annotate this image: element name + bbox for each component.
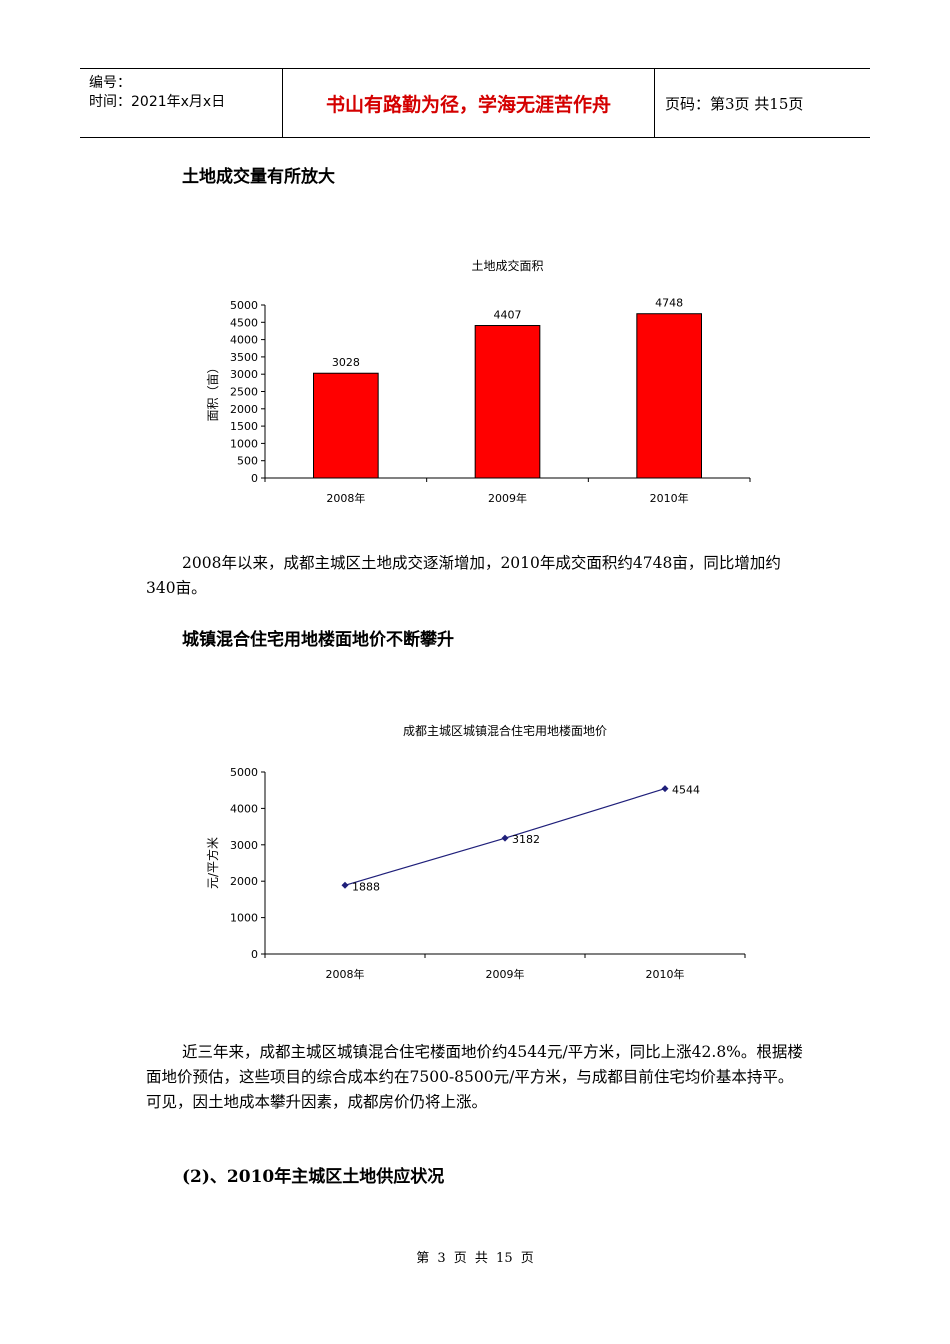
x-tick-label: 2008年 [326, 967, 365, 981]
land-area-bar-chart: 土地成交面积 0 500 1000 1500 2000 2500 3000 3500 4000 45… [205, 258, 751, 505]
paragraph-land-price-text: 近三年来，成都主城区城镇混合住宅楼面地价约4544元/平方米，同比上涨42.8%… [146, 1043, 803, 1111]
paragraph-land-volume: 2008年以来，成都主城区土地成交逐渐增加，2010年成交面积约4748亩，同比… [146, 551, 806, 601]
y-tick-label: 4000 [230, 334, 258, 347]
page-footer: 第 3 页 共 15 页 [416, 1251, 534, 1266]
paragraph-land-price: 近三年来，成都主城区城镇混合住宅楼面地价约4544元/平方米，同比上涨42.8%… [146, 1040, 806, 1115]
bar [636, 313, 703, 479]
time-label: 时间：2021年x月x日 [89, 94, 226, 110]
section-heading-land-price: 城镇混合住宅用地楼面地价不断攀升 [182, 630, 454, 650]
data-label: 4407 [494, 309, 522, 322]
y-tick-label: 1000 [230, 912, 258, 925]
y-tick-label: 0 [251, 472, 258, 485]
y-tick-label: 4000 [230, 802, 258, 815]
y-tick-label: 3000 [230, 839, 258, 852]
x-tick-label: 2010年 [646, 967, 685, 981]
y-axis-label: 面积（亩） [205, 361, 220, 421]
data-point [661, 785, 669, 793]
data-label: 3182 [512, 833, 540, 846]
section-heading-supply: (2)、2010年主城区土地供应状况 [182, 1167, 445, 1187]
y-tick-label: 2500 [230, 386, 258, 399]
data-label: 3028 [332, 356, 360, 369]
y-tick-label: 1500 [230, 420, 258, 433]
section-heading-land-volume: 土地成交量有所放大 [182, 167, 335, 187]
data-label: 1888 [352, 880, 380, 893]
x-tick-label: 2008年 [326, 491, 365, 505]
chart-title: 土地成交面积 [471, 258, 543, 273]
header-page-info: 页码：第3页 共15页 [665, 95, 804, 113]
x-tick-label: 2010年 [650, 491, 689, 505]
data-label: 4544 [672, 784, 700, 797]
y-tick-label: 4500 [230, 316, 258, 329]
header-meta: 编号： 时间：2021年x月x日 [80, 69, 283, 137]
data-point [341, 881, 349, 889]
y-tick-label: 5000 [230, 766, 258, 779]
y-axis-label: 元/平方米 [205, 837, 220, 889]
y-tick-label: 0 [251, 948, 258, 961]
y-tick-label: 500 [237, 455, 258, 468]
y-tick-label: 1000 [230, 437, 258, 450]
data-point [501, 834, 509, 842]
y-tick-label: 5000 [230, 299, 258, 312]
x-tick-label: 2009年 [486, 967, 525, 981]
page-header: 编号： 时间：2021年x月x日 书山有路勤为径，学海无涯苦作舟 页码：第3页 … [80, 68, 870, 138]
chart-title: 成都主城区城镇混合住宅用地楼面地价 [403, 723, 607, 738]
paragraph-land-volume-text: 2008年以来，成都主城区土地成交逐渐增加，2010年成交面积约4748亩，同比… [146, 554, 781, 597]
bar [313, 372, 379, 479]
data-label: 4748 [655, 297, 683, 310]
bar [474, 325, 541, 479]
y-tick-label: 2000 [230, 403, 258, 416]
number-label: 编号： [89, 75, 131, 91]
land-price-line-chart: 成都主城区城镇混合住宅用地楼面地价 0 1000 2000 3000 4000 5000 20… [205, 723, 746, 981]
y-tick-label: 2000 [230, 875, 258, 888]
y-tick-label: 3500 [230, 351, 258, 364]
header-motto: 书山有路勤为径，学海无涯苦作舟 [283, 69, 655, 137]
y-tick-label: 3000 [230, 368, 258, 381]
x-tick-label: 2009年 [488, 491, 527, 505]
